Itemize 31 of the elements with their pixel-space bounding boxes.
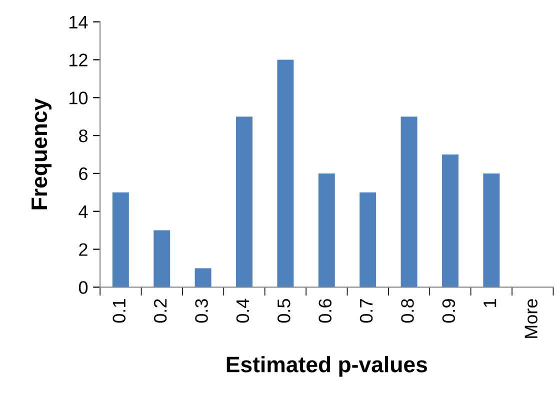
x-tick-label: More bbox=[524, 299, 538, 338]
x-tick-label: 0.5 bbox=[278, 299, 290, 323]
y-tick-label: 0 bbox=[78, 281, 88, 294]
y-tick-label: 14 bbox=[70, 16, 88, 28]
x-tick-label: 0.2 bbox=[154, 299, 167, 323]
x-tick-label: 0.8 bbox=[401, 299, 414, 323]
bar bbox=[400, 116, 418, 288]
y-tick-label: 8 bbox=[79, 129, 88, 142]
bar bbox=[318, 173, 335, 288]
bar bbox=[277, 60, 294, 288]
bar bbox=[236, 116, 252, 288]
bar bbox=[154, 230, 170, 288]
x-tick-label: 0.3 bbox=[195, 299, 208, 323]
x-tick-label: 0.9 bbox=[442, 299, 456, 323]
bar bbox=[360, 192, 376, 288]
x-tick-label: 0.1 bbox=[112, 299, 126, 323]
bar bbox=[194, 268, 212, 288]
y-tick-label: 10 bbox=[70, 92, 88, 104]
x-tick-label: 0.4 bbox=[236, 298, 250, 323]
y-tick-label: 6 bbox=[79, 167, 88, 180]
bar bbox=[483, 173, 500, 288]
y-tick-label: 2 bbox=[79, 243, 88, 256]
y-tick-label: 4 bbox=[78, 205, 88, 218]
bar bbox=[112, 192, 129, 288]
x-tick-label: 0.6 bbox=[318, 299, 332, 323]
y-tick-label: 12 bbox=[70, 54, 88, 66]
x-tick-label: 1 bbox=[484, 299, 496, 307]
bar bbox=[442, 154, 458, 288]
x-tick-label: 0.7 bbox=[360, 299, 373, 323]
y-axis-title: Frequency bbox=[32, 98, 52, 210]
x-axis-title: Estimated p-values bbox=[226, 356, 428, 377]
